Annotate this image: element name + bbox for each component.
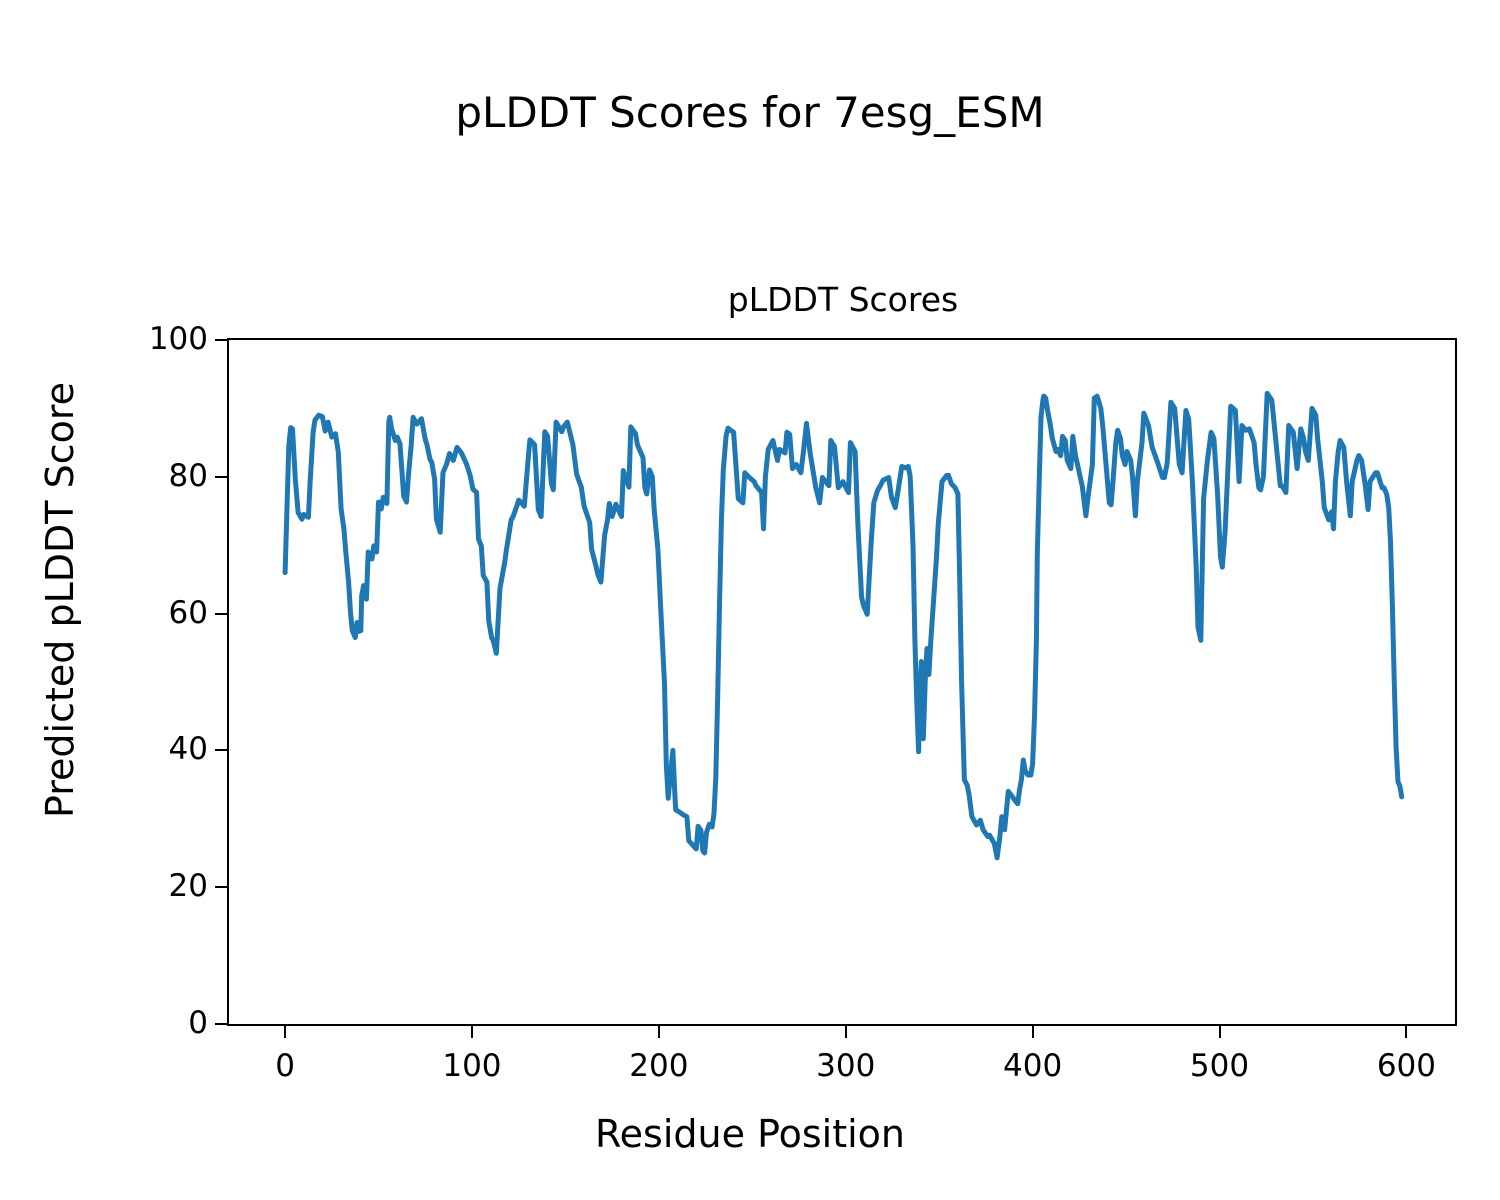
y-tick-label: 40 — [168, 731, 208, 768]
x-tick-label: 0 — [275, 1048, 295, 1084]
axes-area — [227, 338, 1457, 1026]
x-tick-label: 300 — [816, 1048, 876, 1084]
y-tick-label: 0 — [188, 1005, 208, 1041]
y-axis-label: Predicted pLDDT Score — [38, 382, 82, 818]
y-tick-mark — [215, 749, 227, 752]
x-tick-mark — [1218, 1026, 1221, 1038]
plddt-line-series — [282, 390, 1405, 861]
y-tick-mark — [215, 612, 227, 615]
y-tick-label: 20 — [168, 868, 208, 905]
axes-title: pLDDT Scores — [727, 280, 959, 319]
x-tick-mark — [470, 1026, 473, 1038]
y-tick-label: 60 — [168, 594, 208, 631]
y-tick-mark — [215, 339, 227, 341]
y-tick-mark — [215, 886, 227, 889]
x-tick-mark — [1031, 1026, 1034, 1038]
plot-svg — [282, 390, 1405, 861]
y-tick-label: 80 — [168, 457, 208, 494]
x-tick-label: 600 — [1376, 1048, 1436, 1084]
x-axis-label: Residue Position — [594, 1112, 906, 1156]
x-tick-label: 500 — [1189, 1048, 1250, 1084]
y-tick-label: 100 — [148, 321, 208, 357]
y-tick-mark — [215, 1023, 227, 1025]
x-tick-mark — [657, 1026, 660, 1038]
x-tick-mark — [844, 1026, 847, 1038]
figure-suptitle: pLDDT Scores for 7esg_ESM — [455, 88, 1045, 137]
y-tick-mark — [215, 475, 227, 478]
x-tick-label: 100 — [442, 1048, 502, 1084]
x-tick-label: 400 — [1003, 1048, 1063, 1084]
x-tick-label: 200 — [629, 1048, 689, 1084]
x-tick-mark — [284, 1026, 287, 1038]
x-tick-mark — [1405, 1026, 1408, 1038]
